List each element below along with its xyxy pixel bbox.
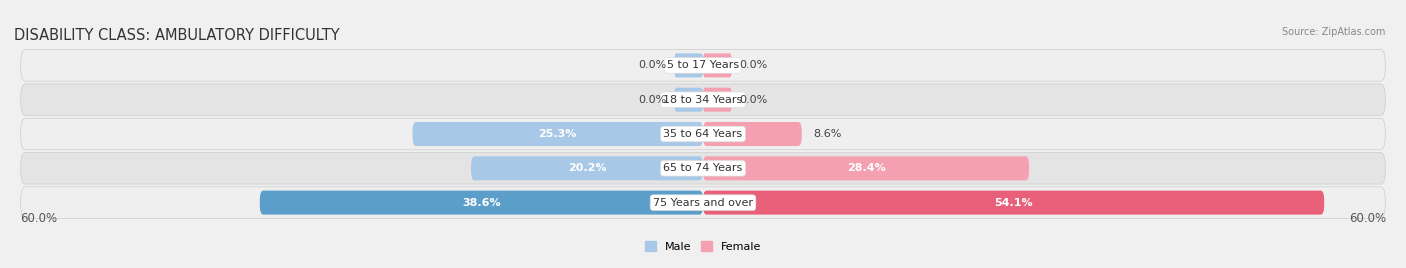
Text: 0.0%: 0.0% (740, 60, 768, 70)
FancyBboxPatch shape (703, 156, 1029, 180)
Text: 60.0%: 60.0% (20, 212, 56, 225)
Text: 28.4%: 28.4% (846, 163, 886, 173)
Text: 25.3%: 25.3% (538, 129, 576, 139)
FancyBboxPatch shape (703, 191, 1324, 215)
FancyBboxPatch shape (703, 88, 731, 112)
FancyBboxPatch shape (471, 156, 703, 180)
Text: 75 Years and over: 75 Years and over (652, 198, 754, 208)
Text: Source: ZipAtlas.com: Source: ZipAtlas.com (1281, 27, 1385, 37)
Text: 0.0%: 0.0% (740, 95, 768, 105)
Text: 20.2%: 20.2% (568, 163, 606, 173)
FancyBboxPatch shape (21, 152, 1385, 184)
Text: 0.0%: 0.0% (638, 60, 666, 70)
FancyBboxPatch shape (21, 84, 1385, 116)
Text: 38.6%: 38.6% (463, 198, 501, 208)
Text: 0.0%: 0.0% (638, 95, 666, 105)
FancyBboxPatch shape (703, 122, 801, 146)
FancyBboxPatch shape (703, 53, 731, 77)
Legend: Male, Female: Male, Female (645, 241, 761, 252)
Text: 35 to 64 Years: 35 to 64 Years (664, 129, 742, 139)
Text: DISABILITY CLASS: AMBULATORY DIFFICULTY: DISABILITY CLASS: AMBULATORY DIFFICULTY (14, 28, 340, 43)
Text: 54.1%: 54.1% (994, 198, 1033, 208)
Text: 65 to 74 Years: 65 to 74 Years (664, 163, 742, 173)
FancyBboxPatch shape (21, 50, 1385, 81)
FancyBboxPatch shape (21, 118, 1385, 150)
Text: 18 to 34 Years: 18 to 34 Years (664, 95, 742, 105)
Text: 8.6%: 8.6% (813, 129, 842, 139)
FancyBboxPatch shape (675, 53, 703, 77)
FancyBboxPatch shape (675, 88, 703, 112)
FancyBboxPatch shape (260, 191, 703, 215)
Text: 5 to 17 Years: 5 to 17 Years (666, 60, 740, 70)
FancyBboxPatch shape (412, 122, 703, 146)
FancyBboxPatch shape (21, 187, 1385, 218)
Text: 60.0%: 60.0% (1350, 212, 1386, 225)
